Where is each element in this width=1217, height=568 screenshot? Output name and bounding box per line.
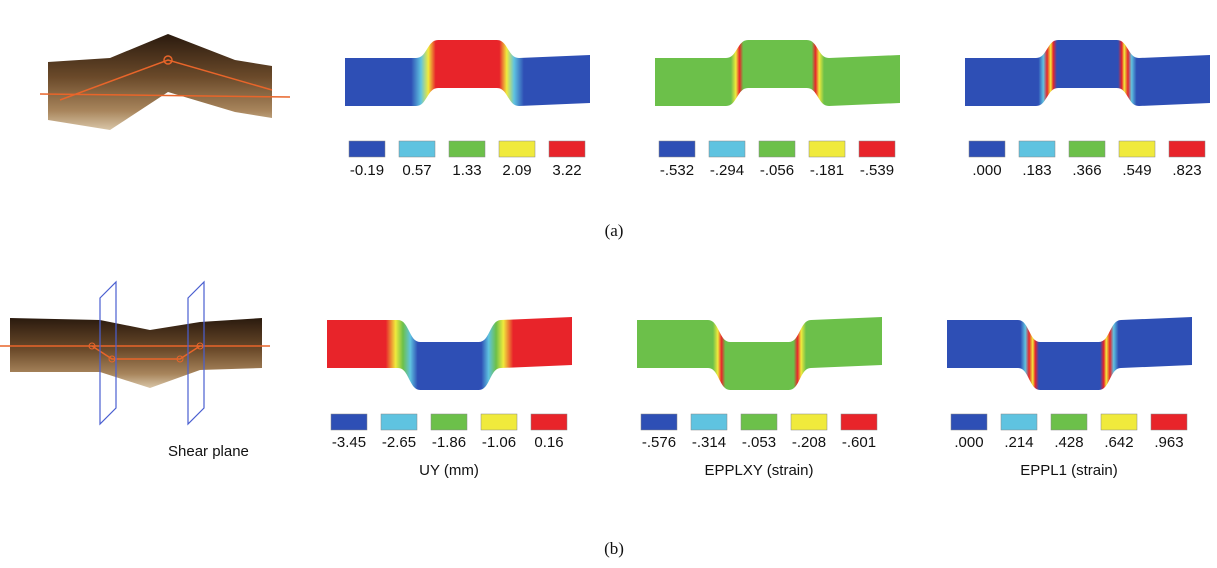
legend-swatch (1100, 413, 1138, 431)
legend-label: .823 (1172, 162, 1201, 179)
legend-swatch (1018, 140, 1056, 158)
legend-label: 0.57 (402, 162, 431, 179)
legend-label: .428 (1054, 434, 1083, 451)
legend-label: -.208 (792, 434, 826, 451)
legend-swatch (740, 413, 778, 431)
panel-label: (b) (604, 539, 624, 558)
legend-label: .000 (954, 434, 983, 451)
legend-label: -2.65 (382, 434, 416, 451)
legend-swatch (658, 140, 696, 158)
legend-label: -.532 (660, 162, 694, 179)
legend-swatch (758, 140, 796, 158)
legend-label: -.294 (710, 162, 744, 179)
legend-label: -1.06 (482, 434, 516, 451)
contour-plot (345, 40, 590, 106)
legend-label: .963 (1154, 434, 1183, 451)
legend-swatch (808, 140, 846, 158)
legend-swatch (1118, 140, 1156, 158)
specimen-photo (0, 280, 270, 426)
specimen-photo (39, 34, 291, 130)
legend-label: 0.16 (534, 434, 563, 451)
legend-swatch (398, 140, 436, 158)
panel-label: (a) (605, 221, 624, 240)
legend-label: -3.45 (332, 434, 366, 451)
legend-swatch (708, 140, 746, 158)
legend-swatch (448, 140, 486, 158)
legend-label: 1.33 (452, 162, 481, 179)
legend-swatch (840, 413, 878, 431)
legend-label: -.053 (742, 434, 776, 451)
legend-label: -1.86 (432, 434, 466, 451)
legend-swatch (1168, 140, 1206, 158)
legend-swatch (1068, 140, 1106, 158)
photo-label: Shear plane (168, 443, 249, 460)
legend-swatch (690, 413, 728, 431)
contour-plot (327, 317, 572, 390)
legend-swatch (640, 413, 678, 431)
legend-label: -.181 (810, 162, 844, 179)
legend-label: -.314 (692, 434, 726, 451)
legend-label: .214 (1004, 434, 1033, 451)
legend-label: .549 (1122, 162, 1151, 179)
plot-caption: UY (mm) (419, 462, 479, 479)
contour-plot (655, 40, 900, 106)
legend-swatch (430, 413, 468, 431)
contour-plot (637, 317, 882, 390)
legend-swatch (950, 413, 988, 431)
legend-label: .000 (972, 162, 1001, 179)
legend-swatch (1000, 413, 1038, 431)
legend-swatch (548, 140, 586, 158)
legend-swatch (790, 413, 828, 431)
legend-label: .366 (1072, 162, 1101, 179)
legend-swatch (968, 140, 1006, 158)
legend-label: -.539 (860, 162, 894, 179)
contour-plot (965, 40, 1210, 106)
contour-plot (947, 317, 1192, 390)
legend-label: .642 (1104, 434, 1133, 451)
plot-caption: EPPL1 (strain) (1020, 462, 1118, 479)
plot-caption: EPPLXY (strain) (705, 462, 814, 479)
legend-swatch (858, 140, 896, 158)
legend-swatch (498, 140, 536, 158)
legend-swatch (530, 413, 568, 431)
legend-label: -.601 (842, 434, 876, 451)
legend-swatch (1150, 413, 1188, 431)
legend-label: -.576 (642, 434, 676, 451)
legend-swatch (380, 413, 418, 431)
legend-label: -0.19 (350, 162, 384, 179)
legend-label: 3.22 (552, 162, 581, 179)
legend-swatch (330, 413, 368, 431)
legend-label: 2.09 (502, 162, 531, 179)
legend-label: .183 (1022, 162, 1051, 179)
legend-swatch (348, 140, 386, 158)
legend-swatch (1050, 413, 1088, 431)
legend-label: -.056 (760, 162, 794, 179)
legend-swatch (480, 413, 518, 431)
